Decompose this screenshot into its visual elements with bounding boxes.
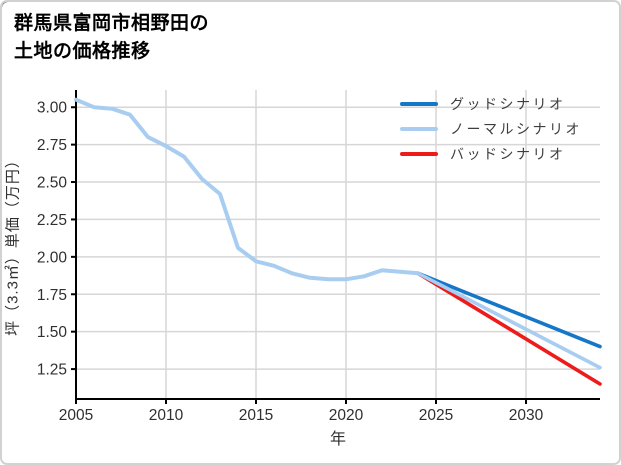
bad-scenario-line-swatch (400, 151, 438, 156)
x-tick-label: 2025 (419, 407, 453, 424)
x-tick-label: 2020 (329, 407, 364, 424)
chart-title-line1: 群馬県富岡市相野田の (14, 13, 210, 34)
chart-title: 群馬県富岡市相野田の 土地の価格推移 (14, 10, 209, 65)
normal-scenario-line-swatch (400, 126, 438, 131)
series-line-normal (416, 271, 602, 370)
y-tick-label: 2.50 (37, 175, 68, 192)
legend-label: バッドシナリオ (450, 145, 566, 162)
y-tick-label: 1.50 (37, 324, 68, 341)
legend-item-normal-scenario[interactable]: ノーマルシナリオ (400, 118, 582, 139)
x-tick-label: 2015 (239, 407, 273, 424)
y-tick-label: 2.25 (37, 212, 67, 229)
good-scenario-line-swatch (400, 101, 438, 106)
legend-label: ノーマルシナリオ (450, 120, 582, 137)
chart-title-line2: 土地の価格推移 (14, 40, 151, 62)
y-tick-label: 3.00 (37, 100, 68, 117)
x-tick-label: 2010 (149, 407, 184, 424)
y-tick-label: 1.75 (37, 287, 67, 304)
y-tick-label: 2.75 (37, 137, 67, 154)
x-axis-title: 年 (329, 431, 346, 448)
series-line-history (74, 97, 420, 282)
legend-label: グッドシナリオ (450, 95, 566, 112)
legend-item-bad-scenario[interactable]: バッドシナリオ (400, 143, 582, 164)
x-tick-label: 2030 (509, 407, 544, 424)
legend-item-good-scenario[interactable]: グッドシナリオ (400, 93, 582, 114)
y-tick-label: 1.25 (37, 362, 67, 379)
chart-legend: グッドシナリオ ノーマルシナリオ バッドシナリオ (400, 93, 582, 164)
series-line-bad (416, 271, 602, 386)
x-tick-label: 2005 (59, 407, 93, 424)
y-tick-label: 2.00 (37, 249, 68, 266)
series-line-good (416, 271, 602, 349)
